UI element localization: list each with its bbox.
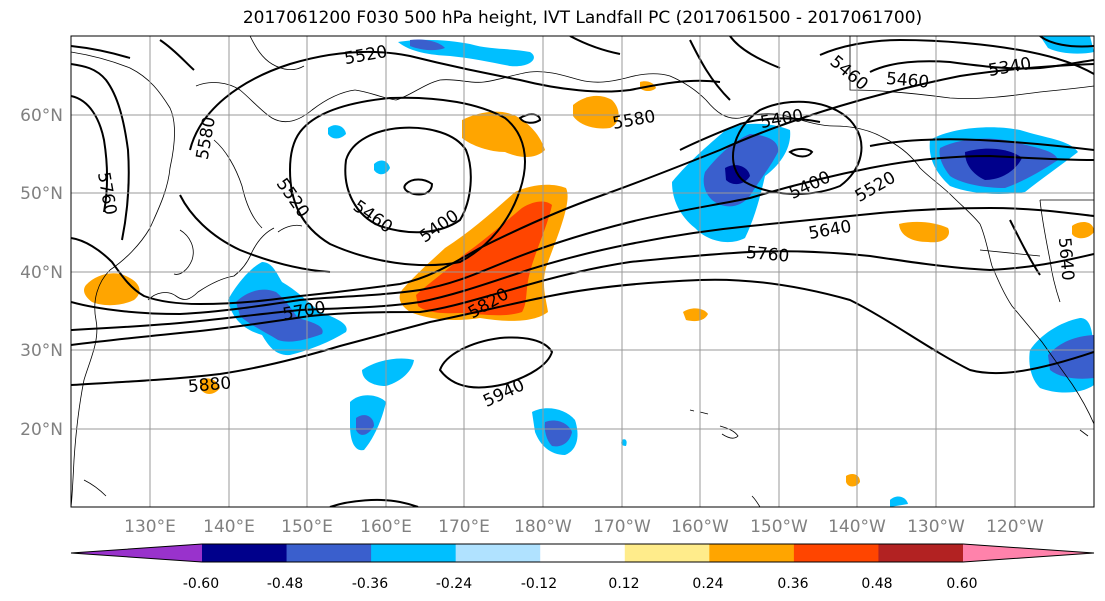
- lon-label: 160°W: [671, 517, 729, 537]
- lon-label: 140°W: [828, 517, 886, 537]
- colorbar-segment: [624, 544, 710, 562]
- lon-label: 130°W: [907, 517, 965, 537]
- contour-label: 5640: [1054, 237, 1078, 282]
- map-frame: [70, 35, 1095, 508]
- colorbar-segment: [371, 544, 457, 562]
- map-title: 2017061200 F030 500 hPa height, IVT Land…: [242, 8, 923, 28]
- lon-label: 160°E: [360, 517, 412, 537]
- colorbar-tick-labels: -0.60 -0.48 -0.36 -0.24 -0.12 0.12 0.24 …: [183, 576, 978, 592]
- lon-label: 130°E: [124, 517, 176, 537]
- map-gridlines: [71, 36, 1094, 507]
- colorbar-segment: [455, 544, 541, 562]
- height-contours: [71, 36, 1094, 507]
- contour-label: 5460: [885, 69, 930, 93]
- ivt-negative-shading: [228, 36, 1094, 507]
- colorbar-extend-max: [963, 544, 1094, 562]
- colorbar-tick-label: 0.60: [946, 576, 977, 592]
- colorbar-segment: [286, 544, 372, 562]
- colorbar-tick-label: -0.60: [183, 576, 219, 592]
- lon-label: 120°W: [986, 517, 1044, 537]
- lat-label: 50°N: [20, 184, 63, 204]
- colorbar-tick-label: -0.48: [267, 576, 303, 592]
- colorbar-segment: [793, 544, 879, 562]
- colorbar-segment: [540, 544, 626, 562]
- contour-label: 5880: [187, 373, 232, 397]
- lon-label: 170°E: [438, 517, 490, 537]
- lon-label: 150°E: [281, 517, 333, 537]
- colorbar: [70, 543, 1095, 563]
- coastlines: [71, 36, 1094, 507]
- colorbar-tick-label: 0.36: [777, 576, 808, 592]
- longitude-labels: 130°E 140°E 150°E 160°E 170°E 180°W 170°…: [124, 517, 1044, 537]
- lat-label: 30°N: [20, 341, 63, 361]
- lon-label: 180°W: [514, 517, 572, 537]
- colorbar-segment: [202, 544, 288, 562]
- colorbar-tick-label: -0.12: [521, 576, 557, 592]
- colorbar-tick-label: -0.36: [352, 576, 388, 592]
- lon-label: 150°W: [750, 517, 808, 537]
- lon-label: 140°E: [203, 517, 255, 537]
- contour-label: 5760: [745, 243, 790, 267]
- lat-label: 40°N: [20, 263, 63, 283]
- colorbar-tick-label: 0.12: [608, 576, 639, 592]
- colorbar-tick-label: 0.24: [692, 576, 723, 592]
- colorbar-segment: [709, 544, 795, 562]
- lon-label: 170°W: [593, 517, 651, 537]
- colorbar-segment: [878, 544, 964, 562]
- colorbar-tick-label: -0.24: [436, 576, 472, 592]
- lat-label: 20°N: [20, 420, 63, 440]
- colorbar-extend-min: [71, 544, 202, 562]
- colorbar-outline: [70, 543, 1095, 563]
- latitude-labels: 60°N 50°N 40°N 30°N 20°N: [20, 106, 63, 440]
- colorbar-tick-label: 0.48: [861, 576, 892, 592]
- lat-label: 60°N: [20, 106, 63, 126]
